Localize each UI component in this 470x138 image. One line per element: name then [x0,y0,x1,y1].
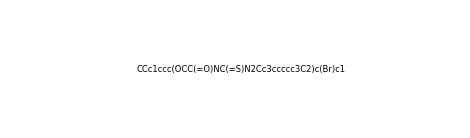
Text: CCc1ccc(OCC(=O)NC(=S)N2Cc3ccccc3C2)c(Br)c1: CCc1ccc(OCC(=O)NC(=S)N2Cc3ccccc3C2)c(Br)… [136,65,345,74]
